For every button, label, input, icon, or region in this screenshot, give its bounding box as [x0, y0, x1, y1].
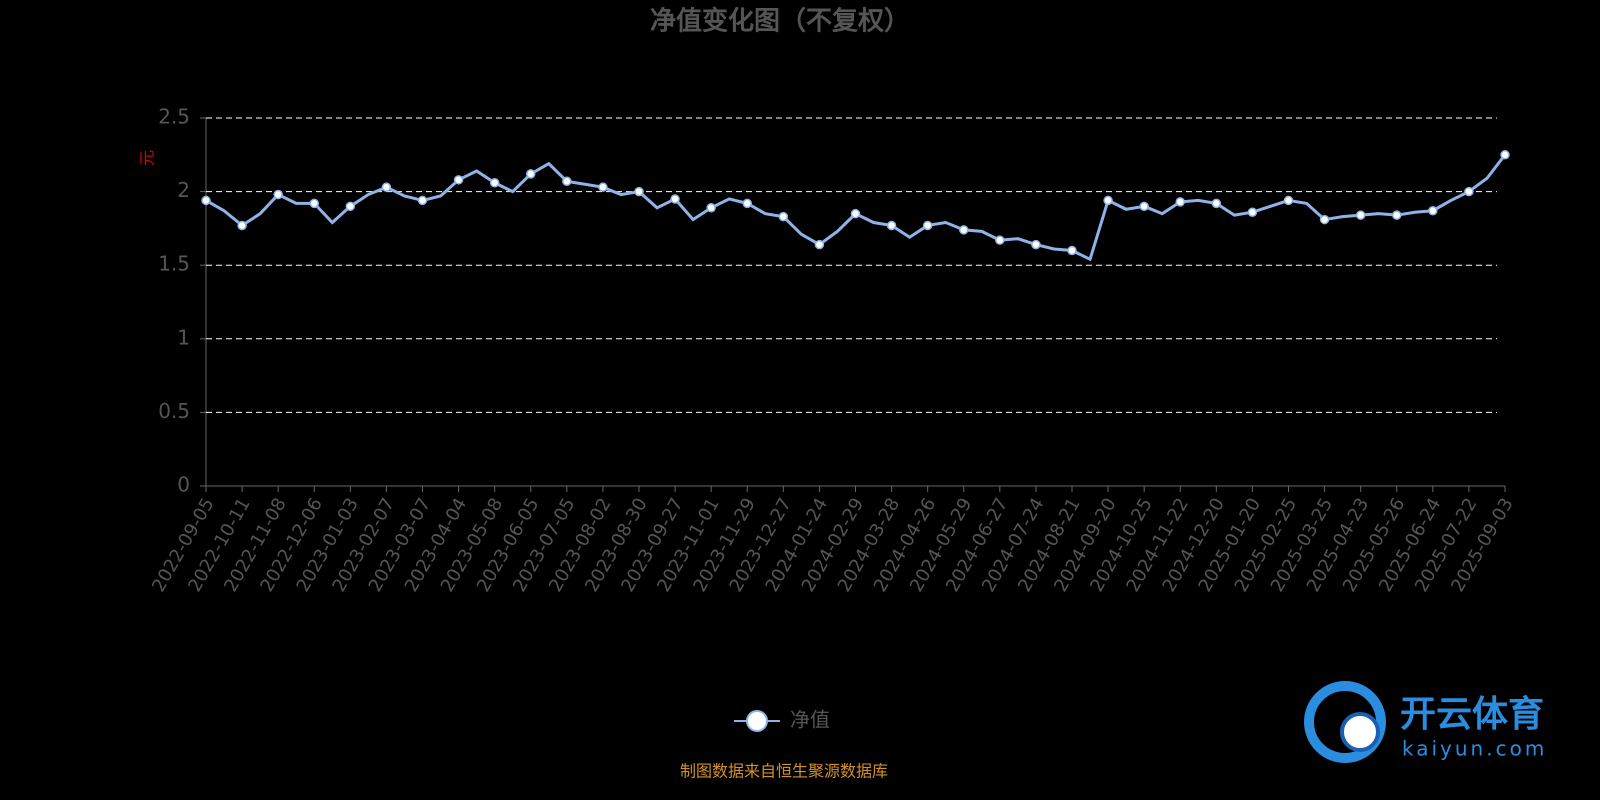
point-marker — [922, 220, 933, 231]
point-marker — [237, 220, 247, 231]
point-marker — [201, 195, 211, 206]
y-axis-label: 元 — [138, 150, 157, 166]
legend-marker — [746, 710, 768, 732]
y-tick-label: 0.5 — [158, 399, 190, 423]
point-marker — [309, 198, 319, 209]
point-marker — [670, 194, 680, 204]
y-tick-label: 0 — [177, 473, 190, 497]
y-tick-label: 1.5 — [158, 252, 190, 276]
point-marker — [598, 182, 608, 192]
watermark-brand: 开云体育 — [1400, 694, 1544, 735]
point-marker — [634, 186, 644, 197]
point-marker — [1031, 239, 1041, 250]
point-marker — [562, 176, 572, 187]
chart-title: 净值变化图（不复权） — [650, 6, 910, 37]
point-marker — [417, 195, 428, 206]
point-marker — [1211, 198, 1222, 209]
legend-label[interactable]: 净值 — [790, 708, 830, 732]
point-marker — [1247, 207, 1258, 217]
point-marker — [850, 208, 861, 219]
point-marker — [381, 182, 392, 192]
point-marker — [1355, 210, 1366, 220]
logo-ring — [1304, 681, 1386, 763]
point-marker — [1067, 245, 1077, 256]
point-marker — [778, 211, 789, 222]
point-marker — [886, 220, 897, 231]
point-marker — [453, 175, 464, 185]
point-marker — [814, 239, 825, 250]
point-marker — [959, 225, 969, 235]
point-marker — [1392, 210, 1402, 220]
point-marker — [1319, 214, 1330, 225]
y-tick-label: 1 — [177, 325, 190, 349]
source-note: 制图数据来自恒生聚源数据库 — [680, 762, 888, 781]
point-marker — [1464, 186, 1474, 197]
y-tick-label: 2 — [177, 178, 190, 202]
y-tick-label: 2.5 — [158, 105, 190, 129]
point-marker — [1139, 201, 1149, 212]
point-marker — [1175, 197, 1185, 207]
logo-ball — [1340, 712, 1380, 752]
point-marker — [706, 203, 716, 213]
point-marker — [1103, 195, 1113, 206]
point-marker — [1283, 195, 1294, 206]
watermark-url: kaiyun.com — [1402, 737, 1547, 761]
point-marker — [345, 201, 356, 212]
watermark-logo: 开云体育 kaiyun.com — [1304, 681, 1547, 763]
point-marker — [742, 198, 752, 209]
point-marker — [273, 189, 283, 200]
point-marker — [526, 169, 536, 179]
point-marker — [995, 235, 1005, 245]
point-marker — [489, 178, 500, 188]
point-marker — [1500, 150, 1510, 160]
point-marker — [1428, 205, 1438, 216]
